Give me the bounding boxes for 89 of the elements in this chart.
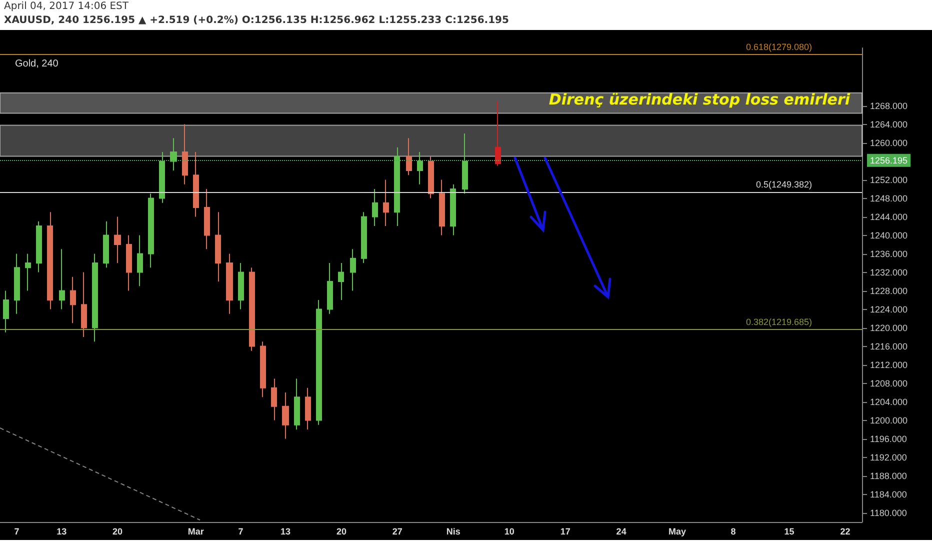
x-tick-label: 13: [280, 526, 290, 536]
y-tick-label: 1212.000: [870, 360, 908, 370]
x-tick-label: May: [668, 526, 686, 536]
y-tick-label: 1196.000: [870, 434, 907, 444]
candlestick: [338, 262, 344, 301]
y-tick-label: 1252.000: [870, 174, 908, 185]
candlestick: [361, 212, 367, 264]
candlestick: [417, 152, 423, 185]
candlestick: [193, 152, 199, 218]
candlestick: [126, 234, 132, 292]
y-tick-label: 1248.000: [870, 193, 908, 204]
x-tick-label: 8: [730, 526, 736, 536]
x-tick-label: 24: [616, 526, 626, 536]
y-tick-label: 1216.000: [870, 341, 908, 352]
y-tick-label: 1220.000: [870, 322, 908, 333]
y-tick-label: 1188.000: [870, 470, 907, 481]
y-tick-label: 1192.000: [870, 452, 907, 462]
candlestick: [316, 300, 322, 426]
candlestick: [70, 276, 76, 324]
text: Gold, 240: [15, 58, 59, 70]
candlestick: [305, 387, 311, 430]
x-tick-label: 7: [238, 526, 244, 536]
ref-line-label: 1256.195: [870, 155, 908, 166]
y-tick-label: 1236.000: [870, 248, 908, 259]
candlestick: [137, 234, 143, 287]
candlestick: [36, 220, 42, 273]
y-tick-label: 1204.000: [870, 396, 908, 407]
candlestick: [383, 179, 389, 227]
candlestick: [439, 179, 445, 236]
candlestick: [25, 253, 31, 292]
chart-subtitle: XAUUSD, 240 1256.195 ▲ +2.519 (+0.2%) O:1256.135 H:1256.962 L:1255.233 C:1256.195: [4, 14, 510, 28]
candlestick: [450, 184, 456, 236]
candlestick: [3, 290, 9, 333]
x-tick-label: 13: [56, 526, 67, 536]
x-tick-label: 17: [560, 526, 570, 536]
y-tick-label: 1208.000: [870, 378, 908, 388]
x-tick-label: 20: [336, 526, 346, 536]
ref-line-label: 0.382(1219.685): [746, 316, 812, 327]
candlestick: [182, 124, 188, 185]
candlestick: [260, 341, 266, 398]
candlestick: [327, 262, 333, 314]
candlestick: [282, 392, 289, 440]
candlestick: [350, 248, 356, 292]
y-tick-label: 1268.000: [870, 100, 908, 111]
x-tick-label: Mar: [188, 526, 204, 536]
candlestick: [294, 378, 300, 430]
candlestick: [394, 146, 400, 227]
candlestick: [170, 138, 177, 172]
candlestick: [14, 253, 20, 314]
candlestick: [238, 262, 244, 310]
x-tick-label: 27: [392, 526, 402, 536]
y-tick-label: 1244.000: [870, 212, 908, 222]
candlestick: [47, 212, 53, 310]
candlestick: [249, 267, 255, 352]
y-tick-label: 1228.000: [870, 286, 908, 296]
x-tick-label: 15: [784, 526, 794, 536]
candlestick: [159, 152, 165, 204]
candlestick: [81, 272, 87, 338]
candlestick: [226, 253, 233, 314]
y-tick-label: 1264.000: [870, 119, 908, 130]
x-tick-label: 10: [504, 526, 514, 536]
y-tick-label: 1240.000: [870, 230, 908, 240]
x-tick-label: Nis: [446, 526, 460, 536]
y-tick-label: 1180.000: [870, 508, 907, 518]
candlestick: [103, 220, 109, 268]
candlestick: [428, 156, 434, 199]
x-tick-label: 20: [112, 526, 123, 536]
x-tick-label: 7: [14, 526, 20, 536]
candlestick: [462, 133, 468, 194]
y-tick-label: 1232.000: [870, 267, 908, 278]
candlestick: [215, 212, 221, 282]
y-tick-label: 1200.000: [870, 415, 908, 426]
y-tick-label: 1260.000: [870, 138, 908, 148]
y-tick-label: 1184.000: [870, 489, 907, 500]
candlestick: [406, 138, 412, 176]
candlestick: [148, 193, 154, 268]
candlestick: [495, 100, 501, 166]
ref-line-label: 0.5(1249.382): [756, 179, 812, 190]
text: April 04, 2017 14:06 EST: [4, 0, 130, 14]
annotation: Direnç üzerindeki stop loss emirleri: [548, 90, 851, 108]
candlestick: [114, 216, 121, 264]
candlestick: [92, 253, 98, 342]
candlestick: [59, 248, 65, 310]
x-tick-label: 22: [840, 526, 850, 536]
ref-line-label: 0.618(1279.080): [746, 42, 812, 52]
candlestick: [204, 188, 210, 250]
y-tick-label: 1224.000: [870, 304, 908, 314]
candlestick: [271, 378, 277, 421]
candlestick: [372, 188, 378, 227]
